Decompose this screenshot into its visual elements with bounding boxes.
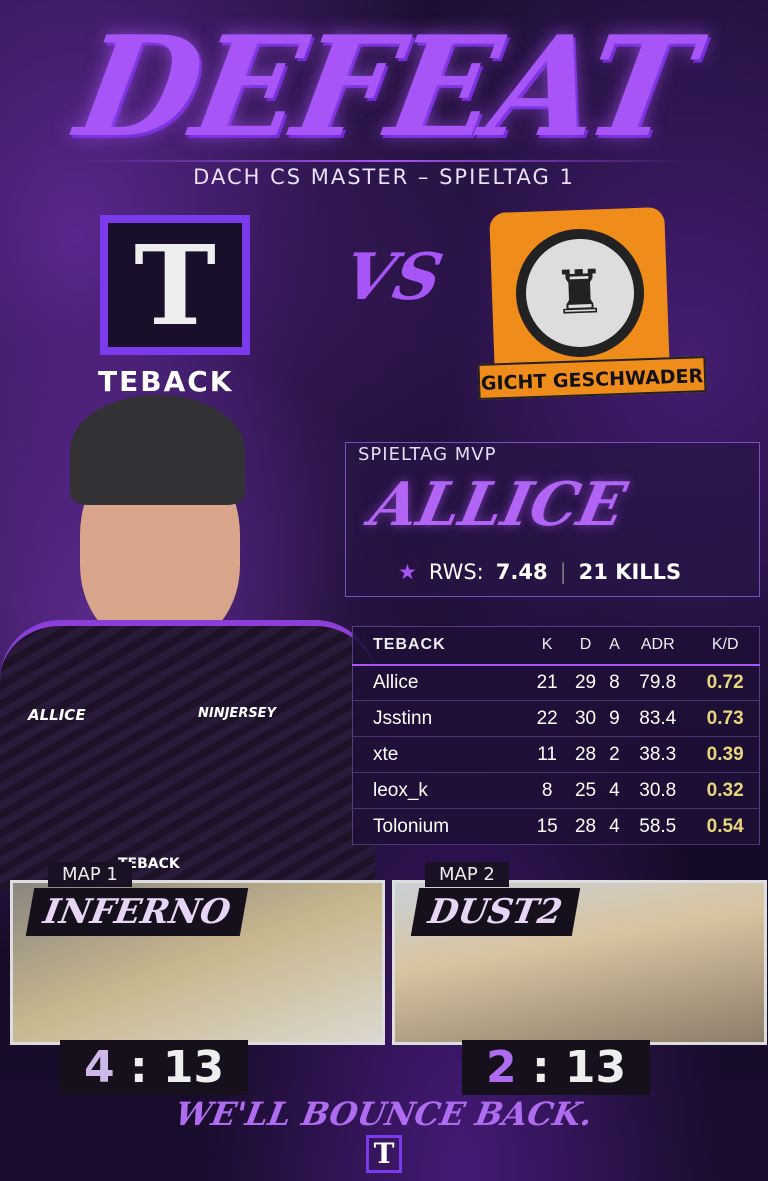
map2-name: DUST2 — [410, 888, 580, 936]
col-d: D — [566, 626, 605, 666]
kd: 0.39 — [691, 736, 760, 773]
col-k: K — [527, 626, 567, 666]
player-name: xte — [352, 736, 528, 773]
adr: 79.8 — [624, 664, 692, 701]
away-team-name: GICHT GESCHWADER — [477, 356, 707, 400]
map1-score-opponent: 13 — [162, 1042, 225, 1093]
map1-score-team: 4 — [84, 1042, 115, 1093]
jersey-crest: TEBACK — [118, 856, 180, 872]
assists: 2 — [604, 736, 625, 773]
player-jersey: ALLICE NINJERSEY TEBACK — [0, 620, 375, 890]
player-name: Tolonium — [352, 808, 528, 845]
assists: 9 — [604, 700, 625, 737]
beanie — [70, 395, 245, 505]
event-subtitle: DACH CS MASTER – SPIELTAG 1 — [193, 165, 575, 189]
jersey-name: ALLICE — [28, 706, 86, 724]
rws-label: RWS: — [428, 560, 484, 584]
map2-score-team: 2 — [486, 1042, 517, 1093]
assists: 4 — [604, 772, 625, 809]
player-photo: ALLICE NINJERSEY TEBACK — [0, 395, 375, 890]
col-team: TEBACK — [352, 626, 528, 666]
map2-score-opponent: 13 — [564, 1042, 627, 1093]
footer-logo: T — [366, 1135, 402, 1173]
deaths: 25 — [566, 772, 605, 809]
kd: 0.54 — [691, 808, 760, 845]
kills: 22 — [527, 700, 567, 737]
map1-tag: MAP 1 — [48, 862, 132, 887]
divider — [80, 160, 688, 162]
scoreboard: TEBACK K D A ADR K/D Allice 21 29 8 79.8 0.72… — [352, 626, 760, 845]
table-row: Allice 21 29 8 79.8 0.72 — [352, 664, 760, 701]
mvp-panel — [345, 442, 760, 597]
deaths: 29 — [566, 664, 605, 701]
teback-logo: T — [100, 215, 250, 355]
col-adr: ADR — [624, 626, 692, 666]
map1-score: 4 : 13 — [60, 1040, 249, 1095]
adr: 30.8 — [624, 772, 692, 809]
kills: 8 — [527, 772, 567, 809]
star-icon: ★ — [398, 560, 417, 584]
vs-label: VS — [337, 240, 449, 315]
assists: 8 — [604, 664, 625, 701]
assists: 4 — [604, 808, 625, 845]
separator: | — [559, 560, 567, 584]
table-row: xte 11 28 2 38.3 0.39 — [352, 736, 760, 773]
kd: 0.32 — [691, 772, 760, 809]
col-a: A — [604, 626, 625, 666]
jersey-sponsor: NINJERSEY — [198, 706, 276, 721]
result-title: DEFEAT — [66, 5, 702, 168]
kd: 0.72 — [691, 664, 760, 701]
kills: 15 — [527, 808, 567, 845]
adr: 83.4 — [624, 700, 692, 737]
player-name: Allice — [352, 664, 528, 701]
col-kd: K/D — [691, 626, 760, 666]
soldier-icon: ♜ — [523, 236, 636, 349]
table-row: leox_k 8 25 4 30.8 0.32 — [352, 772, 760, 809]
rws-value: 7.48 — [495, 560, 548, 584]
mvp-name: ALLICE — [364, 470, 632, 540]
player-name: Jsstinn — [352, 700, 528, 737]
deaths: 28 — [566, 736, 605, 773]
slogan: WE'LL BOUNCE BACK. — [172, 1095, 596, 1133]
gicht-geschwader-logo: ♜ — [489, 206, 670, 379]
adr: 38.3 — [624, 736, 692, 773]
kd: 0.73 — [691, 700, 760, 737]
map2-tag: MAP 2 — [425, 862, 509, 887]
map2-score: 2 : 13 — [462, 1040, 651, 1095]
kills: 11 — [527, 736, 567, 773]
mvp-stats: ★ RWS: 7.48 | 21 KILLS — [398, 560, 681, 584]
mvp-label: SPIELTAG MVP — [358, 444, 497, 465]
table-row: Jsstinn 22 30 9 83.4 0.73 — [352, 700, 760, 737]
deaths: 30 — [566, 700, 605, 737]
scoreboard-header: TEBACK K D A ADR K/D — [352, 626, 760, 666]
map1-name: INFERNO — [25, 888, 249, 936]
deaths: 28 — [566, 808, 605, 845]
mvp-kills: 21 KILLS — [578, 560, 682, 584]
table-row: Tolonium 15 28 4 58.5 0.54 — [352, 808, 760, 845]
kills: 21 — [527, 664, 567, 701]
player-name: leox_k — [352, 772, 528, 809]
home-team-name: TEBACK — [98, 365, 234, 398]
adr: 58.5 — [624, 808, 692, 845]
